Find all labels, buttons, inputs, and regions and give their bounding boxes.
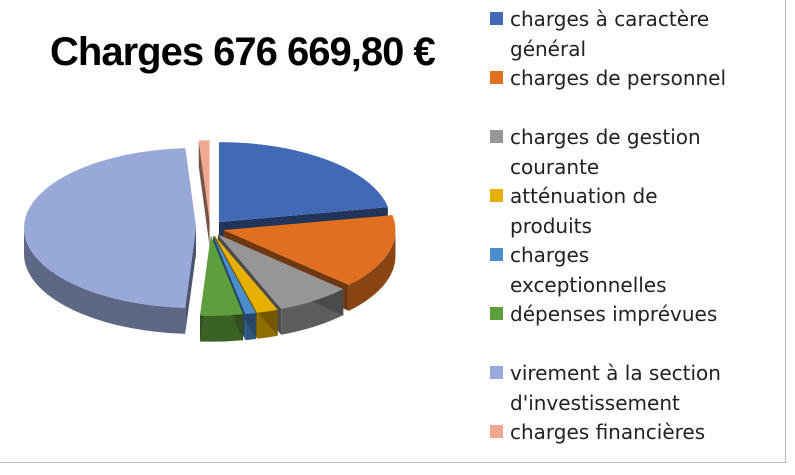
legend-item: dépenses imprévues xyxy=(490,299,745,358)
legend-item: atténuation de produits xyxy=(490,181,745,240)
slice-side xyxy=(200,314,244,342)
slice-top xyxy=(214,235,278,313)
slice-top xyxy=(198,140,210,221)
legend-item: charges financières xyxy=(490,417,745,475)
legend-item: charges de personnel xyxy=(490,63,745,122)
pie-slice xyxy=(217,234,344,335)
legend-swatch xyxy=(490,425,503,438)
slice-top xyxy=(200,235,244,316)
pie-slice xyxy=(213,235,256,341)
slice-top xyxy=(223,215,396,285)
legend-swatch xyxy=(490,366,503,379)
pie-slice xyxy=(198,140,210,247)
slice-top xyxy=(24,148,196,308)
slice-top xyxy=(218,142,388,223)
legend-item: charges de gestion courante xyxy=(490,122,745,181)
legend-label: charges exceptionnelles xyxy=(510,243,667,297)
legend-label: virement à la section d'investissement xyxy=(510,361,721,415)
legend-label: dépenses imprévues xyxy=(510,302,718,326)
legend-item: virement à la section d'investissement xyxy=(490,358,745,417)
pie-slice xyxy=(214,235,278,339)
legend-label: charges à caractère général xyxy=(510,7,710,61)
slice-edge xyxy=(198,140,210,247)
legend-swatch xyxy=(490,189,503,202)
legend-label: charges financières xyxy=(510,420,706,444)
legend-item: charges à caractère général xyxy=(490,4,745,63)
pie-slice xyxy=(200,235,244,342)
slice-side xyxy=(24,228,186,334)
slice-edge xyxy=(213,235,256,341)
slice-top xyxy=(213,235,256,315)
slice-top xyxy=(217,234,344,309)
legend-swatch xyxy=(490,307,503,320)
legend-item: charges exceptionnelles xyxy=(490,240,745,299)
slice-side xyxy=(348,230,396,311)
chart-title: Charges 676 669,80 € xyxy=(50,30,436,74)
pie-slice xyxy=(223,215,396,311)
legend-label: charges de personnel xyxy=(510,66,727,90)
legend: charges à caractère général charges de pe… xyxy=(490,4,745,475)
frame xyxy=(0,0,786,463)
pie-area xyxy=(24,140,396,342)
legend-label: atténuation de produits xyxy=(510,184,658,238)
legend-label: charges de gestion courante xyxy=(510,125,701,179)
pie-slice xyxy=(24,148,196,334)
legend-swatch xyxy=(490,130,503,143)
legend-swatch xyxy=(490,248,503,261)
legend-swatch xyxy=(490,71,503,84)
legend-swatch xyxy=(490,12,503,25)
